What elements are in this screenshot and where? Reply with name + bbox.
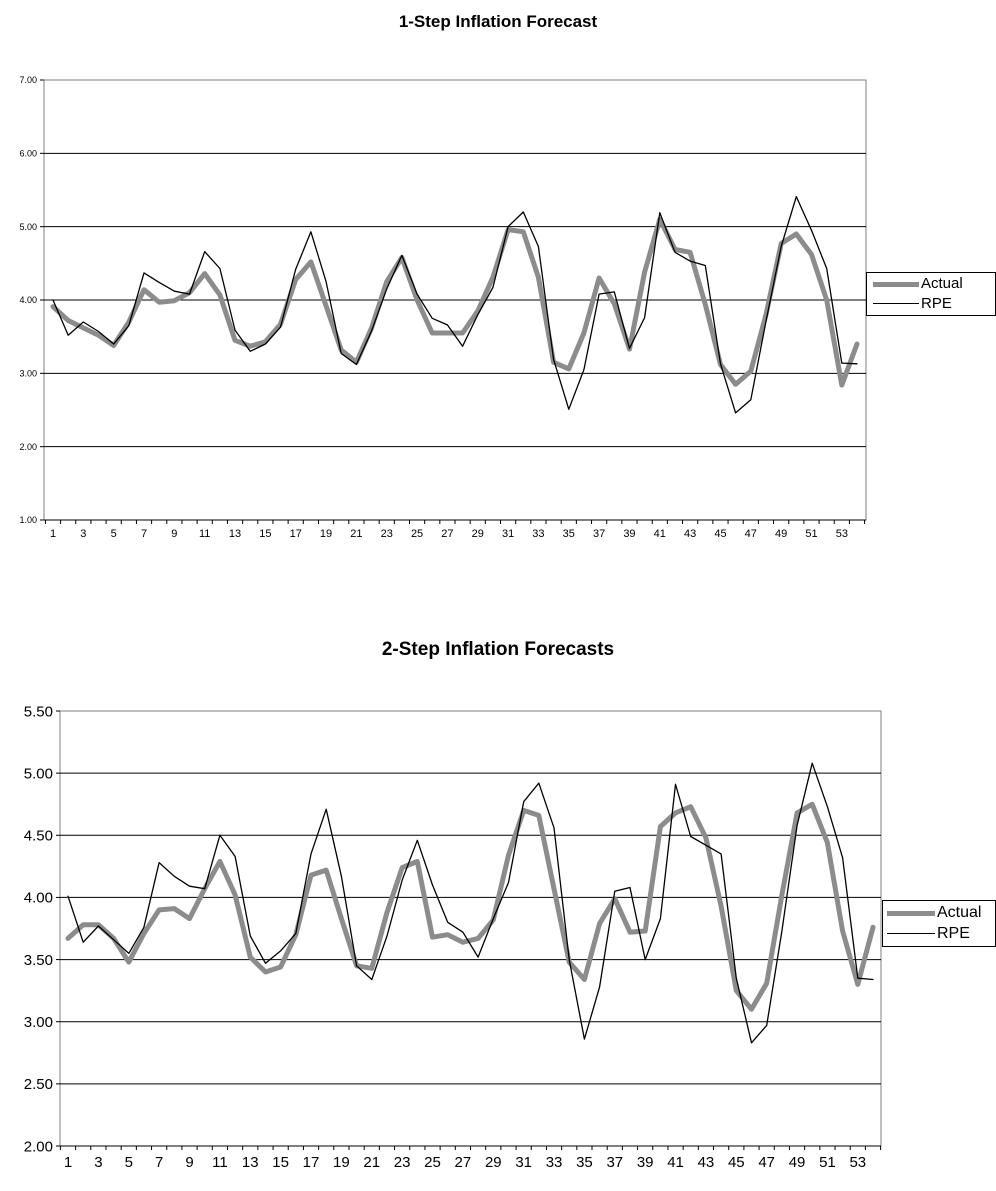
x-tick-label: 49	[775, 528, 787, 540]
x-tick-label: 51	[819, 1154, 836, 1171]
x-tick-label: 25	[411, 528, 423, 540]
legend-label-rpe: RPE	[921, 295, 952, 312]
x-tick-label: 39	[623, 528, 635, 540]
x-tick-label: 25	[424, 1154, 441, 1171]
x-tick-label: 21	[350, 528, 362, 540]
legend-swatch-actual	[873, 282, 919, 287]
legend-swatch-rpe	[887, 933, 935, 934]
x-tick-label: 35	[563, 528, 575, 540]
x-tick-label: 19	[333, 1154, 350, 1171]
x-tick-label: 43	[684, 528, 696, 540]
x-tick-label: 11	[199, 528, 210, 540]
x-tick-label: 47	[745, 528, 757, 540]
x-tick-label: 35	[576, 1154, 593, 1171]
x-tick-label: 17	[303, 1154, 320, 1171]
chart-2-step: 2-Step Inflation Forecasts 2.00 2.50 3.00 3…	[0, 620, 996, 1191]
chart-1-legend: Actual RPE	[866, 272, 996, 316]
x-tick-label: 37	[593, 528, 605, 540]
x-tick-label: 31	[502, 528, 514, 540]
x-tick-label: 41	[654, 528, 666, 540]
x-tick-label: 19	[320, 528, 332, 540]
x-tick-label: 9	[185, 1154, 193, 1171]
y-tick-label: 4.50	[24, 828, 53, 845]
rpe-series-line	[52, 195, 858, 414]
chart-2-legend: Actual RPE	[882, 900, 996, 947]
actual-series-line	[50, 216, 860, 388]
y-tick-label: 5.00	[24, 765, 53, 782]
x-tick-label: 45	[714, 528, 726, 540]
x-tick-label: 17	[290, 528, 302, 540]
rpe-series-line	[67, 762, 874, 1044]
chart-title: 2-Step Inflation Forecasts	[381, 639, 615, 660]
x-tick-label: 29	[472, 528, 484, 540]
x-tick-label: 21	[363, 1154, 380, 1171]
chart-title: 1-Step Inflation Forecast	[398, 12, 598, 31]
x-tick-label: 41	[667, 1154, 684, 1171]
y-tick-label: 3.00	[24, 1014, 53, 1031]
x-tick-label: 15	[272, 1154, 289, 1171]
y-tick-label: 4.00	[19, 295, 37, 305]
x-tick-label: 5	[111, 528, 117, 540]
y-tick-label: 1.00	[19, 515, 37, 525]
legend-swatch-actual	[887, 911, 935, 916]
x-tick-label: 9	[171, 528, 177, 540]
x-tick-label: 51	[805, 528, 817, 540]
y-tick-label: 2.50	[24, 1076, 53, 1093]
legend-label-actual: Actual	[937, 904, 982, 921]
actual-series-line	[65, 801, 876, 1012]
chart-1-step: 1-Step Inflation Forecast 1.00 2.00 3.00 4.…	[0, 0, 996, 560]
x-tick-label: 43	[698, 1154, 715, 1171]
x-tick-label: 3	[94, 1154, 102, 1171]
y-tick-label: 3.00	[19, 368, 37, 378]
x-tick-label: 13	[229, 528, 241, 540]
y-tick-label: 6.00	[19, 148, 37, 158]
x-tick-label: 33	[532, 528, 544, 540]
x-tick-label: 23	[381, 528, 393, 540]
y-tick-label: 2.00	[24, 1138, 53, 1155]
plot-area	[59, 710, 882, 1147]
y-tick-label: 3.50	[24, 952, 53, 969]
x-tick-label: 7	[155, 1154, 163, 1171]
x-tick-label: 49	[789, 1154, 806, 1171]
x-tick-label: 13	[242, 1154, 259, 1171]
x-tick-label: 33	[546, 1154, 563, 1171]
x-tick-label: 1	[50, 528, 56, 540]
x-tick-label: 11	[212, 1154, 228, 1171]
x-tick-label: 39	[637, 1154, 654, 1171]
x-tick-label: 29	[485, 1154, 502, 1171]
x-tick-label: 53	[849, 1154, 866, 1171]
x-tick-label: 27	[455, 1154, 472, 1171]
y-tick-label: 5.00	[19, 222, 37, 232]
x-tick-label: 7	[141, 528, 147, 540]
y-tick-label: 2.00	[19, 442, 37, 452]
y-tick-label: 5.50	[24, 703, 53, 720]
legend-item-actual: Actual	[883, 903, 995, 923]
chart-2-plot: 2.002.503.003.504.004.505.005.501 3 5 7 9 11 1…	[24, 703, 882, 1171]
x-tick-label: 53	[836, 528, 848, 540]
x-tick-label: 37	[606, 1154, 623, 1171]
x-tick-label: 47	[758, 1154, 775, 1171]
legend-label-rpe: RPE	[937, 925, 970, 942]
legend-item-actual: Actual	[867, 274, 995, 294]
x-tick-label: 23	[394, 1154, 411, 1171]
x-tick-label: 15	[259, 528, 271, 540]
legend-label-actual: Actual	[921, 275, 963, 292]
y-tick-label: 7.00	[19, 75, 37, 85]
x-tick-label: 31	[515, 1154, 532, 1171]
y-tick-label: 4.00	[24, 890, 53, 907]
x-tick-label: 1	[64, 1154, 72, 1171]
chart-1-plot: 1.002.003.004.005.006.007.001 3 5 7 9 11 13 15 1…	[19, 75, 867, 540]
legend-swatch-rpe	[873, 303, 919, 304]
legend-item-rpe: RPE	[867, 294, 995, 314]
x-tick-label: 5	[125, 1154, 133, 1171]
legend-item-rpe: RPE	[883, 924, 995, 944]
x-tick-label: 27	[441, 528, 453, 540]
x-tick-label: 3	[80, 528, 86, 540]
x-tick-label: 45	[728, 1154, 745, 1171]
